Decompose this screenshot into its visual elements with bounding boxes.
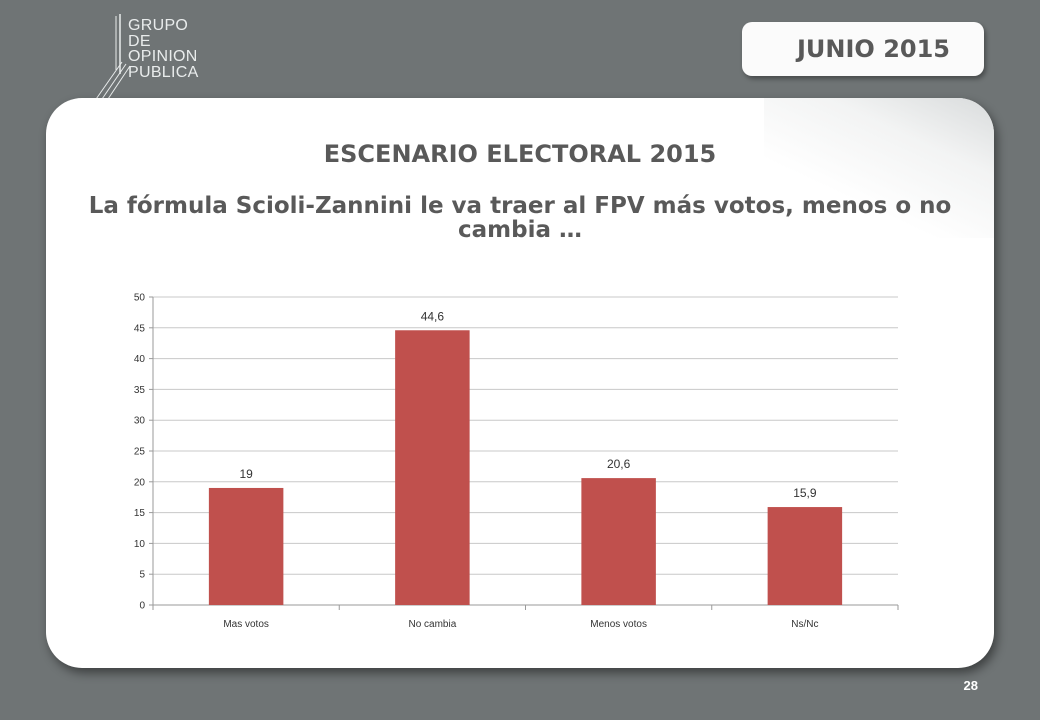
slide-card: ESCENARIO ELECTORAL 2015 La fórmula Scio… [46,98,994,668]
logo-mark-icon [93,14,131,103]
logo-line: GRUPO [128,17,189,34]
x-tick-label: Mas votos [223,619,269,630]
logo-line: OPINION [128,48,198,65]
slide-title: ESCENARIO ELECTORAL 2015 [323,140,717,168]
data-label: 44,6 [421,309,445,323]
y-tick-label: 40 [134,354,146,365]
data-label: 15,9 [793,486,817,500]
y-tick-label: 15 [134,508,146,519]
data-label: 20,6 [607,457,631,471]
slide-subtitle: La fórmula Scioli-Zannini le va traer al… [88,193,952,243]
y-tick-label: 10 [134,539,146,550]
date-badge: JUNIO 2015 [742,22,984,76]
bar-chart: 0 5 10 15 20 25 30 35 40 45 50 19 Mas votos 44,6 No ca… [134,293,899,630]
y-tick-label: 35 [134,385,146,396]
page-number: 28 [963,678,978,693]
bar [581,478,656,605]
y-tick-label: 30 [134,416,146,427]
logo-text: GRUPO DE OPINION PUBLICA [128,18,199,80]
page-curl [764,98,994,238]
bar [767,507,843,605]
y-tick-label: 45 [134,323,146,334]
logo-line: PUBLICA [128,63,199,81]
y-tick-label: 20 [134,477,146,488]
logo [92,14,212,106]
y-tick-label: 5 [139,570,145,581]
data-label: 19 [239,467,253,481]
logo-line: DE [128,32,151,50]
y-tick-label: 0 [139,601,145,612]
bar [208,487,284,605]
date-label: JUNIO 2015 [797,35,950,63]
bar [395,330,470,605]
x-tick-label: Menos votos [590,619,647,630]
x-tick-label: Ns/Nc [791,619,818,630]
y-tick-label: 50 [134,293,146,304]
y-tick-label: 25 [134,447,146,458]
x-tick-label: No cambia [408,619,456,630]
